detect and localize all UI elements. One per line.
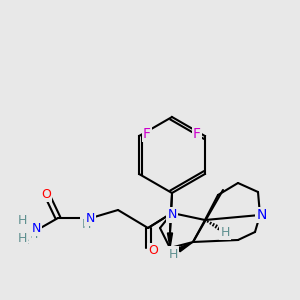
Text: O: O <box>41 188 51 200</box>
Text: H: H <box>17 214 27 226</box>
Text: H: H <box>17 232 27 244</box>
Text: N: N <box>257 208 267 222</box>
Text: H: H <box>28 229 38 242</box>
Text: N: N <box>85 212 95 224</box>
Text: F: F <box>193 127 201 141</box>
Polygon shape <box>178 242 193 252</box>
Polygon shape <box>167 233 172 248</box>
Text: H₂: H₂ <box>16 233 30 247</box>
Text: H: H <box>81 218 91 230</box>
Text: F: F <box>143 127 151 141</box>
Text: O: O <box>148 244 158 257</box>
Text: H: H <box>220 226 230 238</box>
Text: H: H <box>168 248 178 260</box>
Text: N: N <box>167 208 177 221</box>
Text: N: N <box>31 221 41 235</box>
